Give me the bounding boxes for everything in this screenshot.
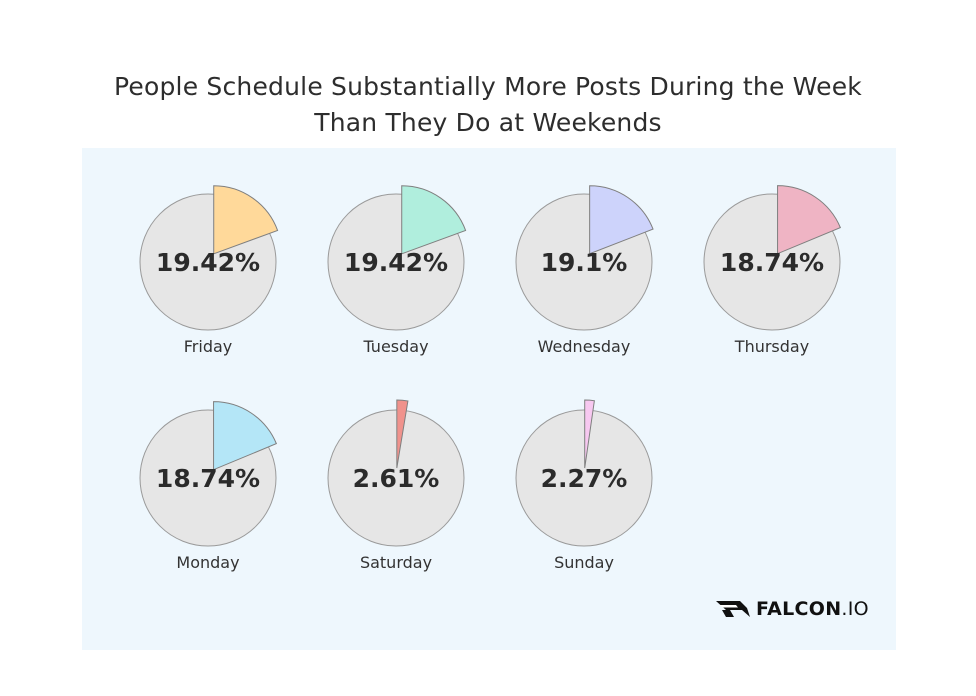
pie-slice-sunday: [584, 399, 595, 469]
pie-value-tuesday: 19.42%: [344, 248, 448, 277]
pie-slice-thursday: [777, 185, 842, 255]
chart-title: People Schedule Substantially More Posts…: [0, 69, 976, 141]
chart-title-line-2: Than They Do at Weekends: [314, 107, 662, 137]
pie-label-saturday: Saturday: [360, 553, 432, 572]
pie-slice-wednesday: [589, 185, 654, 255]
pie-slice-monday: [213, 401, 278, 471]
pie-value-wednesday: 19.1%: [541, 248, 628, 277]
pie-label-tuesday: Tuesday: [362, 337, 428, 356]
pie-slice-friday: [213, 185, 279, 255]
pie-saturday: 2.61% Saturday: [327, 399, 465, 572]
logo-brand: FALCON: [756, 598, 842, 620]
pie-monday: 18.74% Monday: [139, 401, 278, 572]
pie-wednesday: 19.1% Wednesday: [515, 185, 654, 356]
pie-value-thursday: 18.74%: [720, 248, 824, 277]
pie-friday: 19.42% Friday: [139, 185, 279, 356]
logo-suffix: .IO: [841, 598, 869, 620]
pie-label-sunday: Sunday: [554, 553, 614, 572]
pie-thursday: 18.74% Thursday: [703, 185, 842, 356]
pie-value-sunday: 2.27%: [541, 464, 628, 493]
pie-slice-tuesday: [401, 185, 467, 255]
pie-value-monday: 18.74%: [156, 464, 260, 493]
pie-remainder-sunday: [515, 409, 653, 547]
pie-label-thursday: Thursday: [734, 337, 809, 356]
pie-remainder-saturday: [327, 409, 465, 547]
pie-sunday: 2.27% Sunday: [515, 399, 653, 572]
falcon-logo: FALCON.IO: [716, 596, 869, 622]
pie-label-wednesday: Wednesday: [538, 337, 631, 356]
pie-value-friday: 19.42%: [156, 248, 260, 277]
pie-slice-saturday: [396, 399, 409, 469]
pie-value-saturday: 2.61%: [353, 464, 440, 493]
pie-label-friday: Friday: [184, 337, 233, 356]
pie-tuesday: 19.42% Tuesday: [327, 185, 467, 356]
falcon-wing-icon: [716, 601, 750, 617]
chart-title-line-1: People Schedule Substantially More Posts…: [114, 71, 862, 101]
pie-label-monday: Monday: [176, 553, 239, 572]
